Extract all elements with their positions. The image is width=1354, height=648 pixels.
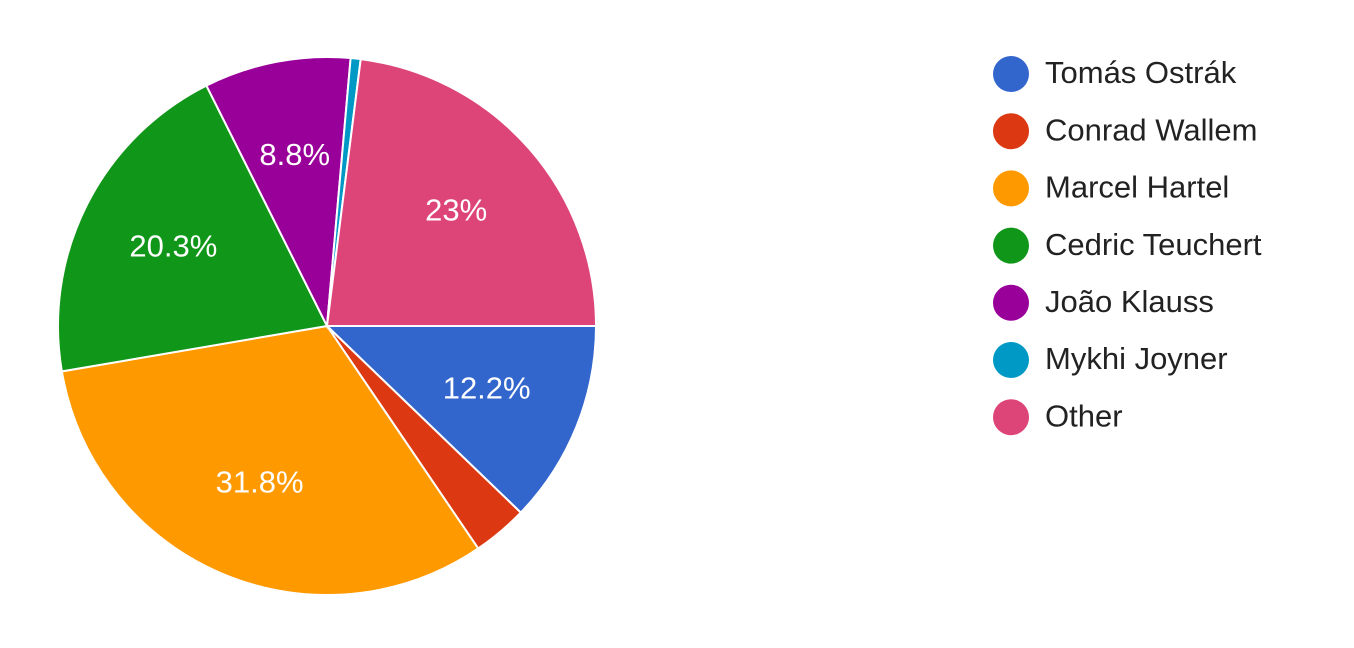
- legend-swatch: [993, 399, 1029, 436]
- legend-label: João Klauss: [1045, 284, 1214, 319]
- legend-swatch: [993, 113, 1029, 150]
- legend-label: Cedric Teuchert: [1045, 227, 1262, 262]
- legend-label: Tomás Ostrák: [1045, 55, 1237, 90]
- slice-label: 31.8%: [216, 465, 304, 500]
- legend-label: Mykhi Joyner: [1045, 341, 1228, 376]
- legend-label: Conrad Wallem: [1045, 112, 1257, 147]
- slice-label: 20.3%: [129, 229, 217, 264]
- legend-swatch: [993, 170, 1029, 207]
- slice-label: 12.2%: [443, 371, 531, 406]
- legend-label: Other: [1045, 398, 1123, 433]
- pie-slice: [324, 325, 598, 515]
- legend-swatch: [993, 284, 1029, 321]
- pie-slice: [60, 324, 480, 596]
- legend-swatch: [993, 227, 1029, 264]
- legend-swatch: [993, 56, 1029, 92]
- slice-label: 23%: [425, 192, 487, 227]
- pie-slice: [325, 58, 598, 327]
- pie-slice: [205, 56, 352, 330]
- legend-label: Marcel Hartel: [1045, 170, 1229, 205]
- legend-swatch: [993, 342, 1029, 378]
- slice-label: 8.8%: [259, 137, 330, 172]
- pie-slice: [57, 84, 329, 373]
